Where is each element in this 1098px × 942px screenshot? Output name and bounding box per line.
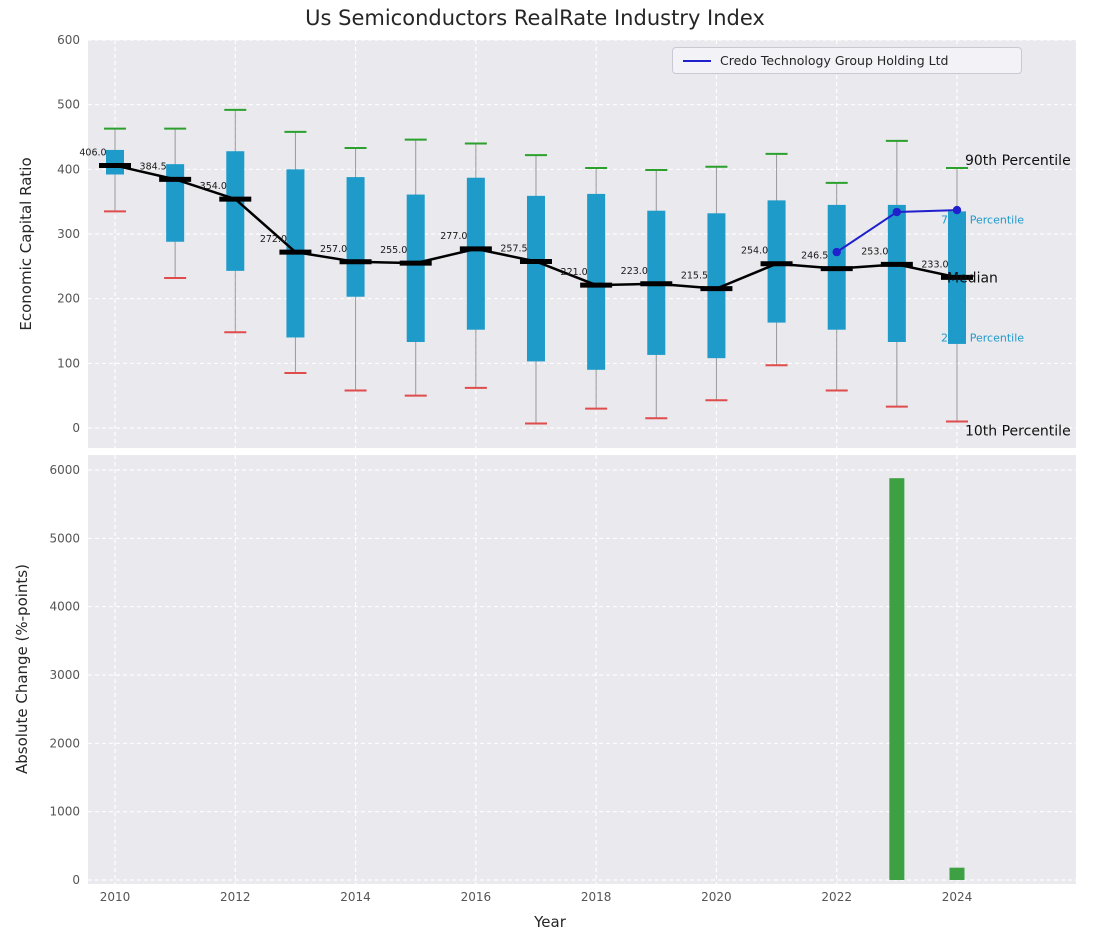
top-y-tick-label: 200 — [57, 292, 80, 306]
top-y-tick-label: 400 — [57, 162, 80, 176]
legend: Credo Technology Group Holding Ltd — [672, 47, 1022, 74]
legend-label: Credo Technology Group Holding Ltd — [720, 53, 949, 68]
iqr-box-2014 — [346, 177, 365, 297]
top-y-tick-label: 500 — [57, 98, 80, 112]
median-value-label-2014: 257.0 — [320, 244, 347, 255]
bottom-y-axis-label: Absolute Change (%-points) — [13, 564, 31, 774]
median-value-label-2015: 255.0 — [380, 245, 407, 256]
iqr-box-2018 — [587, 193, 606, 370]
median-value-label-2010: 406.0 — [79, 147, 106, 158]
bottom-plot-background — [88, 455, 1076, 884]
median-value-label-2013: 272.0 — [260, 234, 287, 245]
median-value-label-2012: 354.0 — [200, 181, 227, 192]
bottom-y-tick-label: 2000 — [49, 736, 80, 750]
median-value-label-2022: 246.5 — [801, 251, 828, 262]
bottom-y-tick-label: 6000 — [49, 463, 80, 477]
median-value-label-2018: 221.0 — [561, 267, 588, 278]
chart-title: Us Semiconductors RealRate Industry Inde… — [305, 6, 765, 30]
iqr-box-2012 — [226, 151, 245, 271]
median-value-label-2016: 277.0 — [440, 231, 467, 242]
top-y-tick-label: 600 — [57, 33, 80, 47]
top-y-tick-label: 300 — [57, 227, 80, 241]
bottom-y-tick-label: 5000 — [49, 531, 80, 545]
median-value-label-2024: 233.0 — [921, 259, 948, 270]
iqr-box-2015 — [406, 194, 425, 342]
x-tick-label: 2014 — [340, 890, 371, 904]
x-tick-label: 2016 — [461, 890, 492, 904]
iqr-box-2010 — [106, 149, 124, 175]
median-value-label-2021: 254.0 — [741, 246, 768, 257]
x-tick-label: 2018 — [581, 890, 612, 904]
credo-marker-2023 — [892, 207, 902, 217]
annotation-4: 10th Percentile — [965, 424, 1071, 440]
x-tick-label: 2010 — [100, 890, 131, 904]
top-plot-background — [88, 40, 1076, 448]
median-value-label-2019: 223.0 — [621, 266, 648, 277]
top-y-tick-label: 100 — [57, 356, 80, 370]
x-tick-label: 2012 — [220, 890, 251, 904]
x-tick-label: 2024 — [942, 890, 973, 904]
x-axis-label: Year — [534, 913, 566, 931]
annotation-2: Median — [947, 270, 998, 286]
top-y-axis-label: Economic Capital Ratio — [17, 157, 35, 331]
iqr-box-2023 — [887, 204, 906, 342]
bottom-y-tick-label: 1000 — [49, 805, 80, 819]
annotation-1: 75th Percentile — [941, 213, 1024, 226]
median-value-label-2020: 215.5 — [681, 271, 708, 282]
x-tick-label: 2020 — [701, 890, 732, 904]
median-value-label-2023: 253.0 — [861, 246, 888, 257]
iqr-box-2020 — [707, 213, 726, 359]
bottom-y-tick-label: 4000 — [49, 600, 80, 614]
top-y-tick-label: 0 — [72, 421, 80, 435]
annotation-3: 25th Percentile — [941, 332, 1024, 345]
change-bar-2024 — [949, 867, 965, 880]
credo-marker-2024 — [952, 205, 962, 215]
x-tick-label: 2022 — [821, 890, 852, 904]
bottom-y-tick-label: 3000 — [49, 668, 80, 682]
change-bar-2023 — [889, 478, 905, 880]
iqr-box-2011 — [166, 164, 185, 242]
bottom-y-tick-label: 0 — [72, 873, 80, 887]
legend-line-sample — [683, 59, 711, 62]
median-value-label-2017: 257.5 — [500, 243, 527, 254]
iqr-box-2016 — [466, 177, 485, 330]
credo-marker-2022 — [832, 247, 841, 257]
median-value-label-2011: 384.5 — [140, 161, 167, 172]
annotation-0: 90th Percentile — [965, 153, 1071, 169]
iqr-box-2017 — [526, 195, 545, 362]
